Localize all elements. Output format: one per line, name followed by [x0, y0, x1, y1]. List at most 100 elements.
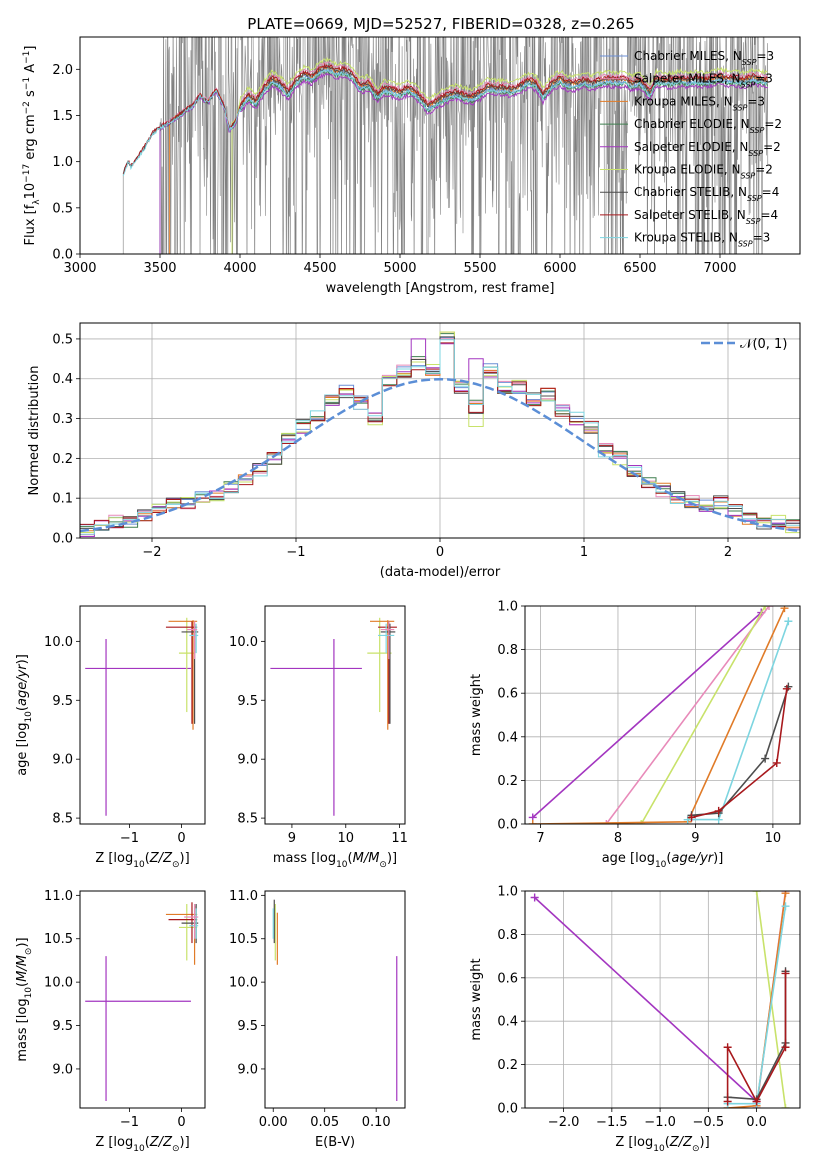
weight-marker	[723, 1043, 732, 1052]
y-tick-label: 0.5	[52, 332, 73, 347]
weight-marker	[772, 758, 781, 767]
axis-label-part: 10	[133, 1144, 145, 1154]
x-tick-label: 7	[536, 831, 544, 846]
y-tick-label: 0.3	[52, 412, 73, 427]
axes-spectrum: 3000 3500 4000 4500 5000 5500 6000 6500 7000 0.0 0…	[22, 36, 801, 296]
x-tick-label: −1	[120, 831, 139, 846]
axis-label-part: Z/Z	[149, 851, 173, 866]
y-tick-label: 0.1	[52, 492, 73, 507]
axis-label: Z [log10(Z/Z⊙)]	[95, 851, 189, 870]
axis-label-part: (	[145, 1135, 150, 1150]
y-tick-label: 0.6	[497, 687, 518, 702]
x-tick-label: 7000	[703, 261, 736, 276]
weight-marker	[761, 606, 770, 610]
legend-entry-part: Salpeter ELODIE, N	[634, 140, 748, 154]
legend-entry-gaussian: 𝒩(0, 1)	[740, 337, 787, 352]
axes-frame	[79, 890, 206, 1109]
y-tick-label: 9.5	[52, 1019, 73, 1034]
axis-label-part: )]	[180, 1135, 190, 1150]
y-tick-label: 0.0	[52, 248, 73, 263]
axis-label-part: 10	[336, 860, 348, 870]
y-tick-label: 9.0	[237, 753, 258, 768]
axis-label: mass [log10(M/M⊙)]	[15, 937, 34, 1061]
legend-entry: Salpeter MILES, NSSP=3	[634, 72, 773, 90]
y-tick-label: 0.0	[497, 818, 518, 833]
legend-entry: Chabrier MILES, NSSP=3	[634, 49, 774, 67]
y-tick-label: 0.4	[497, 1015, 518, 1030]
axis-label-part: Z [log	[95, 1135, 133, 1150]
weight-marker	[761, 754, 770, 763]
axis-label-part: )]	[15, 937, 30, 947]
axis-label-part: −17	[22, 164, 32, 183]
weight-marker	[782, 684, 791, 693]
axes-frame	[79, 322, 801, 539]
axis-label-part: ⊙	[172, 860, 180, 870]
x-tick-label: 0	[177, 831, 185, 846]
axis-label: Flux [fλ10−17 erg cm−2 s−1 A−1]	[22, 46, 42, 246]
axis-label: mass [log10(M/M⊙)]	[273, 851, 397, 870]
legend-entry: Kroupa ELODIE, NSSP=2	[634, 163, 773, 181]
legend-entry-part: SSP	[741, 80, 756, 89]
legend-entry-part: SSP	[747, 194, 762, 203]
axis-label-part: mass [log	[273, 851, 336, 866]
legend-entry-part: =4	[762, 185, 780, 199]
legend-entry-part: =4	[760, 208, 778, 222]
errorbar-plot	[272, 899, 398, 1102]
axis-label: age [log10(age/yr)]	[602, 851, 724, 870]
axis-label-part: ⊙	[172, 1144, 180, 1154]
y-tick-label: 0.6	[497, 971, 518, 986]
weight-marker	[714, 806, 723, 815]
x-tick-label: 6500	[623, 261, 656, 276]
y-tick-label: 0.4	[52, 372, 73, 387]
x-tick-label: 1	[580, 545, 588, 560]
axis-label-part: (	[15, 706, 30, 711]
legend-entry-part: SSP	[741, 171, 756, 180]
model-line-salpeter-elodie	[159, 72, 768, 254]
legend-entry-part: SSP	[746, 216, 761, 225]
legend-entry-part: SSP	[742, 58, 757, 67]
axis-label: Z [log10(Z/Z⊙)]	[95, 1135, 189, 1154]
legend-entry-part: SSP	[738, 239, 753, 248]
legend-entry: Salpeter ELODIE, NSSP=2	[634, 140, 781, 158]
y-tick-label: 10.5	[44, 932, 73, 947]
x-tick-label: 5000	[383, 261, 416, 276]
weight-marker	[723, 1097, 732, 1106]
axis-label-part: )]	[700, 1135, 710, 1150]
axis-label-part: −1	[22, 51, 32, 64]
y-tick-label: 10.0	[229, 635, 258, 650]
x-tick-label: 9	[691, 831, 699, 846]
axis-label-part: 10	[653, 1144, 665, 1154]
axis-label-part: s	[23, 90, 38, 101]
axis-label-part: A	[23, 64, 38, 77]
weight-marker	[530, 893, 539, 902]
axes-frame	[524, 890, 801, 1109]
legend-entry-part: =3	[753, 231, 771, 245]
y-tick-label: 9.0	[52, 753, 73, 768]
legend-entry-part: =3	[747, 94, 765, 108]
spectrum-legend: Chabrier MILES, NSSP=3 Salpeter MILES, NS…	[600, 49, 782, 248]
weight-series-kroupa-elodie	[640, 606, 766, 824]
axis-label-part: λ	[32, 199, 42, 205]
legend-entry-part: SSP	[750, 126, 765, 135]
y-tick-label: 10.0	[44, 976, 73, 991]
weight-series-salpeter-elodie	[534, 896, 758, 1103]
axis-label-part: Z/Z	[669, 1135, 693, 1150]
y-tick-label: 9.0	[237, 1062, 258, 1077]
legend-entry-part: Chabrier ELODIE, N	[634, 117, 750, 131]
model-line-kroupa-stelib	[122, 67, 768, 176]
axis-label-part: )]	[713, 851, 723, 866]
weight-marker	[781, 902, 790, 911]
axis-label-part: ]	[23, 46, 38, 51]
weight-series-salpeter-miles	[605, 606, 770, 824]
axis-label-part: (	[666, 851, 671, 866]
axes-frame	[79, 605, 206, 825]
weight-marker	[602, 820, 611, 824]
legend-entry: Kroupa MILES, NSSP=3	[634, 94, 765, 112]
axes-age_vs_Z: −1 08.59.09.510.0Z [log10(Z/Z⊙)]age [log1…	[15, 605, 206, 870]
x-tick-label: −1	[286, 545, 305, 560]
y-tick-label: 0.8	[497, 643, 518, 658]
axes-frame	[524, 605, 801, 825]
x-tick-label: 9	[288, 831, 296, 846]
y-tick-label: 0.0	[52, 532, 73, 547]
errorbar-plot	[85, 617, 199, 816]
